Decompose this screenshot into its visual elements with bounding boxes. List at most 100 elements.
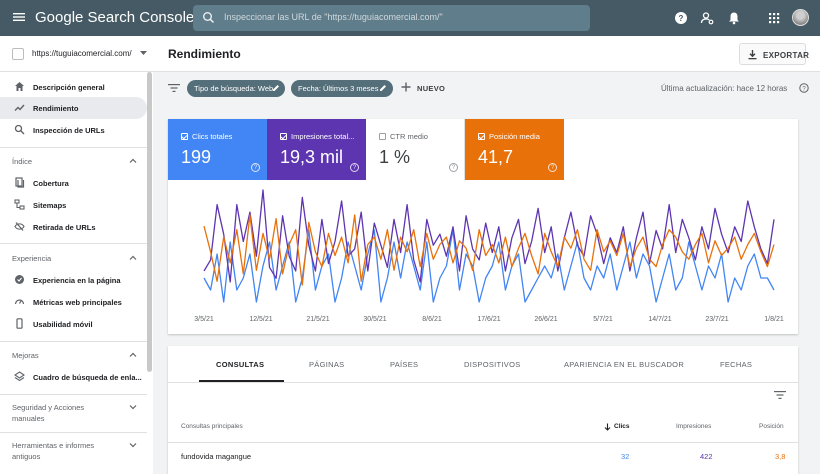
table-filter-icon[interactable] <box>774 390 786 400</box>
dimensions-table-card: CONSULTAS PÁGINAS PAÍSES DISPOSITIVOS APARIE… <box>168 346 798 474</box>
nav-item-performance[interactable]: Rendimiento <box>0 97 147 119</box>
checkbox-unchecked-icon[interactable] <box>379 133 386 140</box>
sidebar-divider <box>0 341 147 342</box>
metric-position-value: 41,7 <box>478 147 514 167</box>
section-header-legacy-tools[interactable]: Herramientas e informes <box>12 441 95 450</box>
nav-item-coverage[interactable]: Cobertura <box>0 172 147 194</box>
app-logo[interactable]: Google Search Console <box>35 9 195 26</box>
x-tick-label: 8/6/21 <box>422 316 442 323</box>
metric-ctr-card[interactable]: CTR medio 1 %? <box>366 119 465 180</box>
removal-icon <box>14 222 25 231</box>
svg-text:?: ? <box>802 86 806 92</box>
property-favicon <box>12 48 24 60</box>
nav-item-mobile-usability[interactable]: Usabilidad móvil <box>0 313 147 335</box>
notifications-icon[interactable] <box>727 11 741 25</box>
search-icon <box>14 124 25 135</box>
chevron-up-icon[interactable] <box>129 157 137 165</box>
tabs-divider <box>168 382 798 383</box>
column-header-position[interactable]: Posición <box>759 423 784 430</box>
search-icon <box>203 12 215 24</box>
section-header-experience[interactable]: Experiencia <box>12 254 52 263</box>
active-tab-indicator <box>199 380 284 382</box>
nav-item-core-web-vitals[interactable]: Métricas web principales <box>0 291 147 313</box>
row-position: 3,8 <box>775 452 786 461</box>
sidebar: https://tuguiacomercial.com/ Descripción… <box>0 36 153 474</box>
filter-bar: Tipo de búsqueda: Web Fecha: Últimos 3 m… <box>153 72 820 104</box>
property-url: https://tuguiacomercial.com/ <box>32 49 132 58</box>
edit-icon[interactable] <box>272 84 280 92</box>
x-tick-label: 14/7/21 <box>648 316 671 323</box>
nav-item-removals[interactable]: Retirada de URLs <box>0 216 147 238</box>
tab-páginas[interactable]: PÁGINAS <box>309 360 345 369</box>
x-tick-label: 17/6/21 <box>477 316 500 323</box>
metric-ctr-label: CTR medio <box>390 132 428 141</box>
sidebar-divider <box>0 243 147 244</box>
metric-impressions-value: 19,3 mil <box>280 147 344 167</box>
filter-chip-search-type[interactable]: Tipo de búsqueda: Web <box>187 80 285 97</box>
section-header-enhancements[interactable]: Mejoras <box>12 351 39 360</box>
url-inspection-search[interactable]: Inspeccionar las URL de "https://tuguiac… <box>193 5 590 31</box>
manage-account-icon[interactable] <box>700 11 714 25</box>
column-header-clicks[interactable]: Clics <box>614 423 630 430</box>
download-icon <box>748 50 757 60</box>
performance-line-chart: 3/5/21 12/5/21 21/5/21 30/5/21 8/6/21 17/6/21… <box>194 189 784 323</box>
trending-icon <box>14 104 25 111</box>
section-header-legacy-tools-line2: antiguos <box>12 452 41 461</box>
sidebar-scrollbar[interactable] <box>147 72 152 372</box>
avatar[interactable] <box>792 9 809 26</box>
nav-item-page-experience[interactable]: Experiencia en la página <box>0 269 147 291</box>
tab-fechas[interactable]: FECHAS <box>720 360 753 369</box>
help-icon[interactable]: ? <box>674 11 688 25</box>
search-input-placeholder: Inspeccionar las URL de "https://tuguiac… <box>224 12 443 22</box>
checkbox-checked-icon[interactable] <box>478 133 485 140</box>
column-header-queries[interactable]: Consultas principales <box>181 423 243 430</box>
chevron-up-icon[interactable] <box>129 351 137 359</box>
chevron-down-icon[interactable] <box>129 403 137 411</box>
help-outline-icon[interactable]: ? <box>350 163 359 172</box>
export-button[interactable]: EXPORTAR <box>739 43 809 65</box>
checkbox-checked-icon[interactable] <box>280 133 287 140</box>
row-query: fundovida magangue <box>181 452 252 461</box>
sort-arrow-down-icon[interactable] <box>604 423 611 431</box>
page-header: Rendimiento EXPORTAR <box>153 36 820 72</box>
tab-apariencia-en-el-buscador[interactable]: APARIENCIA EN EL BUSCADOR <box>564 360 685 369</box>
tab-consultas[interactable]: CONSULTAS <box>216 360 265 369</box>
chevron-up-icon[interactable] <box>129 254 137 262</box>
metric-impressions-card[interactable]: Impresiones total... 19,3 mil? <box>267 119 366 180</box>
metric-impressions-label: Impresiones total... <box>291 132 355 141</box>
plus-icon <box>401 82 411 92</box>
tab-dispositivos[interactable]: DISPOSITIVOS <box>464 360 521 369</box>
nav-item-sitemaps[interactable]: Sitemaps <box>0 194 147 216</box>
metric-position-card[interactable]: Posición media 41,7? <box>465 119 564 180</box>
tab-países[interactable]: PAÍSES <box>390 360 419 369</box>
property-selector[interactable]: https://tuguiacomercial.com/ <box>0 36 153 72</box>
apps-icon[interactable] <box>767 11 781 25</box>
x-tick-label: 23/7/21 <box>705 316 728 323</box>
checkbox-checked-icon[interactable] <box>181 133 188 140</box>
filter-chip-date[interactable]: Fecha: Últimos 3 meses <box>291 80 393 97</box>
help-outline-icon[interactable]: ? <box>449 163 458 172</box>
chevron-down-icon[interactable] <box>129 441 137 449</box>
nav-item-overview[interactable]: Descripción general <box>0 76 147 98</box>
x-tick-label: 12/5/21 <box>249 316 272 323</box>
row-clicks: 32 <box>621 452 630 461</box>
section-header-index[interactable]: Índice <box>12 157 33 166</box>
edit-icon[interactable] <box>379 84 387 92</box>
gauge-icon <box>14 299 25 305</box>
help-outline-icon[interactable]: ? <box>548 163 557 172</box>
performance-chart-card: Clics totales 199? Impresiones total... 19,… <box>168 119 798 334</box>
nav-item-sitelinks-searchbox[interactable]: Cuadro de búsqueda de enla... <box>0 366 147 388</box>
help-outline-icon[interactable]: ? <box>799 83 809 93</box>
sitemap-icon <box>14 199 25 210</box>
help-outline-icon[interactable]: ? <box>251 163 260 172</box>
nav-item-url-inspection[interactable]: Inspección de URLs <box>0 119 147 141</box>
x-tick-label: 1/8/21 <box>764 316 784 323</box>
filter-icon[interactable] <box>168 83 180 93</box>
mobile-icon <box>16 318 23 329</box>
section-header-security[interactable]: Seguridad y Acciones <box>12 403 85 412</box>
sidebar-divider <box>0 432 147 433</box>
x-tick-label: 26/6/21 <box>534 316 557 323</box>
column-header-impressions[interactable]: Impresiones <box>676 423 712 430</box>
metric-clicks-card[interactable]: Clics totales 199? <box>168 119 267 180</box>
menu-icon[interactable] <box>12 10 26 24</box>
